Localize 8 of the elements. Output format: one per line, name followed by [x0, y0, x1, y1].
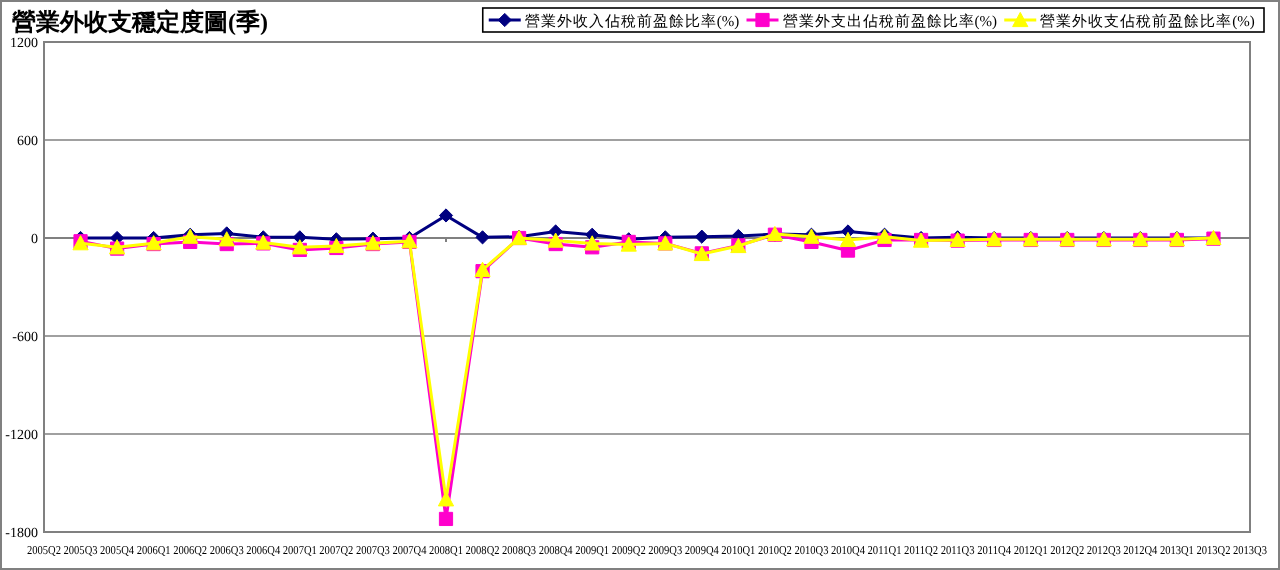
point: [475, 230, 490, 245]
point: [584, 235, 601, 251]
point: [438, 511, 454, 527]
point: [218, 231, 235, 247]
point: [438, 208, 454, 223]
point: [694, 229, 709, 244]
chart-title: 營業外收支穩定度圖(季): [12, 8, 268, 36]
point: [839, 231, 857, 248]
